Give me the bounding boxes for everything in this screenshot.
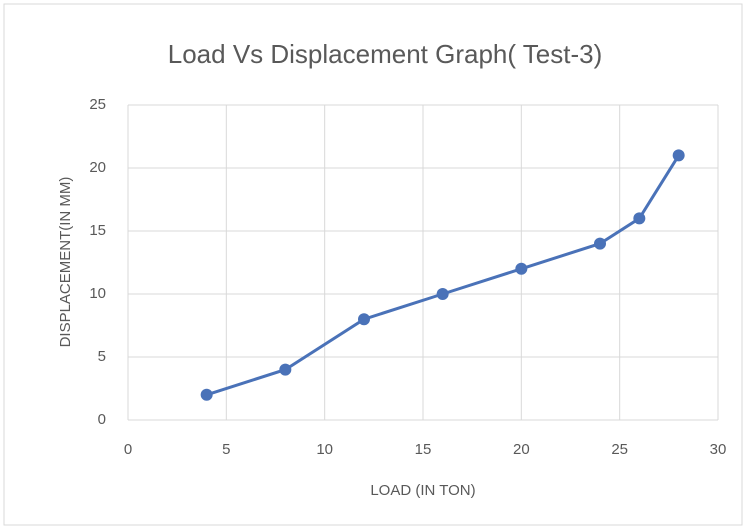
x-tick-label: 15	[415, 441, 432, 458]
y-axis-label: DISPLACEMENT(IN MM)	[57, 177, 74, 348]
y-tick-label: 15	[89, 222, 106, 239]
x-tick-label: 25	[611, 441, 628, 458]
data-point	[672, 149, 685, 162]
x-tick-label: 20	[513, 441, 530, 458]
y-tick-label: 25	[89, 96, 106, 113]
chart-border	[3, 3, 743, 526]
data-point	[279, 363, 292, 376]
chart-title: Load Vs Displacement Graph( Test-3)	[168, 39, 603, 69]
data-point	[200, 388, 213, 401]
data-point	[594, 237, 606, 250]
series-line	[206, 154, 680, 397]
data-point	[358, 313, 370, 326]
x-axis-label: LOAD (IN TON)	[370, 482, 475, 499]
y-tick-label: 20	[89, 159, 106, 176]
x-tick-label: 10	[316, 441, 333, 458]
data-point	[436, 288, 449, 300]
y-tick-label: 10	[89, 285, 106, 302]
data-point	[633, 212, 646, 225]
x-tick-label: 5	[222, 441, 230, 458]
y-tick-label: 0	[98, 411, 106, 428]
data-point	[515, 262, 528, 275]
y-tick-label: 5	[98, 348, 106, 365]
x-tick-label: 30	[710, 441, 727, 458]
x-tick-label: 0	[124, 441, 132, 458]
